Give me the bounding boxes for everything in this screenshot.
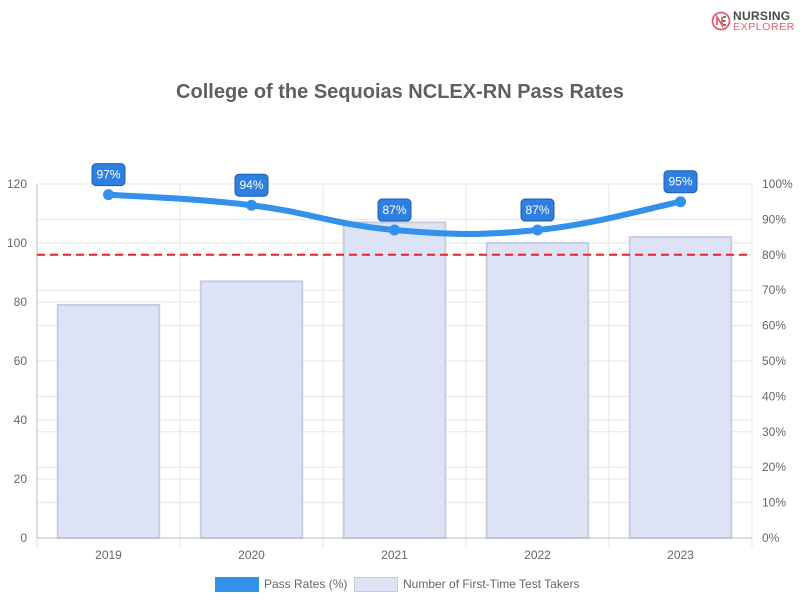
pass-rate-label-text: 97%: [96, 168, 120, 182]
pass-rate-label-text: 87%: [382, 203, 406, 217]
x-axis-tick-label: 2021: [381, 548, 408, 562]
pass-rate-point-2019: [103, 189, 114, 201]
bar-2023: [628, 236, 733, 539]
chart-plot: 0% 10% 20% 30% 40% 50% 60% 70% 80% 90% 100% 0 20 40 60…: [7, 163, 793, 562]
right-axis-tick-label: 70%: [762, 283, 786, 297]
bar-2019: [56, 303, 161, 540]
left-axis-tick-label: 0: [20, 531, 27, 545]
pass-rate-label-2020: 94%: [234, 173, 269, 197]
pass-rate-label-box: [91, 163, 126, 187]
left-axis-tick-label: 120: [7, 177, 27, 191]
nursing-explorer-logo[interactable]: NURSING EXPLORER: [711, 9, 795, 35]
right-axis-tick-label: 90%: [762, 212, 786, 226]
left-axis-tick-label: 60: [14, 354, 28, 368]
bar-2020: [199, 280, 304, 539]
pass-rate-label-2023: 95%: [663, 170, 698, 194]
right-axis-tick-label: 0%: [762, 531, 780, 545]
legend-item-test-takers[interactable]: Number of First-Time Test Takers: [354, 575, 579, 593]
nursing-explorer-logo-icon: [711, 11, 731, 31]
right-axis-tick-label: 100%: [762, 177, 793, 191]
legend-label-pass-rates: Pass Rates (%): [264, 577, 348, 591]
left-axis-tick-label: 40: [14, 413, 28, 427]
right-axis-tick-label: 80%: [762, 248, 786, 262]
legend: Pass Rates (%) Number of First-Time Test…: [0, 575, 800, 593]
pass-rate-label-box: [663, 170, 698, 194]
legend-item-pass-rates[interactable]: Pass Rates (%): [215, 575, 347, 593]
right-axis-tick-label: 20%: [762, 460, 786, 474]
pass-rate-label-box: [234, 173, 269, 197]
legend-label-test-takers: Number of First-Time Test Takers: [403, 577, 580, 591]
pass-rate-label-box: [520, 198, 555, 222]
pass-rate-label-text: 94%: [239, 178, 263, 192]
right-axis-tick-label: 10%: [762, 496, 786, 510]
pass-rate-label-text: 87%: [525, 203, 549, 217]
logo-text-nursing: NURSING: [733, 9, 791, 23]
bars: [56, 221, 733, 540]
left-axis-tick-label: 100: [7, 236, 27, 250]
bar-2022: [485, 242, 590, 539]
pass-rate-label-2022: 87%: [520, 198, 555, 222]
pass-rate-point-2021: [389, 224, 400, 236]
bar-2021: [342, 221, 447, 539]
x-axis-tick-label: 2023: [667, 548, 694, 562]
pass-rate-point-2023: [675, 196, 686, 208]
pass-rate-label-text: 95%: [668, 175, 692, 189]
x-axis-tick-label: 2020: [238, 548, 265, 562]
legend-swatch-test-takers: [354, 576, 398, 592]
chart-title: College of the Sequoias NCLEX-RN Pass Ra…: [176, 81, 624, 103]
left-axis-tick-label: 20: [14, 472, 28, 486]
pass-rate-label-2019: 97%: [91, 163, 126, 187]
pass-rate-label-box: [377, 198, 412, 222]
x-axis-tick-label: 2022: [524, 548, 551, 562]
right-axis-tick-label: 30%: [762, 425, 786, 439]
pass-rate-line-layer: [103, 189, 686, 238]
logo-text-explorer: EXPLORER: [733, 21, 795, 33]
right-axis-tick-label: 50%: [762, 354, 786, 368]
right-axis-tick-label: 60%: [762, 319, 786, 333]
data-labels: 97% 94% 87% 87% 95%: [91, 163, 698, 222]
left-axis-tick-label: 80: [14, 295, 28, 309]
pass-rate-label-2021: 87%: [377, 198, 412, 222]
axes: 0% 10% 20% 30% 40% 50% 60% 70% 80% 90% 100% 0 20 40 60…: [7, 177, 793, 562]
pass-rate-point-2022: [532, 224, 543, 236]
legend-swatch-pass-rates: [215, 576, 259, 592]
x-axis-tick-label: 2019: [95, 548, 122, 562]
right-axis-tick-label: 40%: [762, 389, 786, 403]
pass-rate-point-2020: [246, 199, 257, 211]
